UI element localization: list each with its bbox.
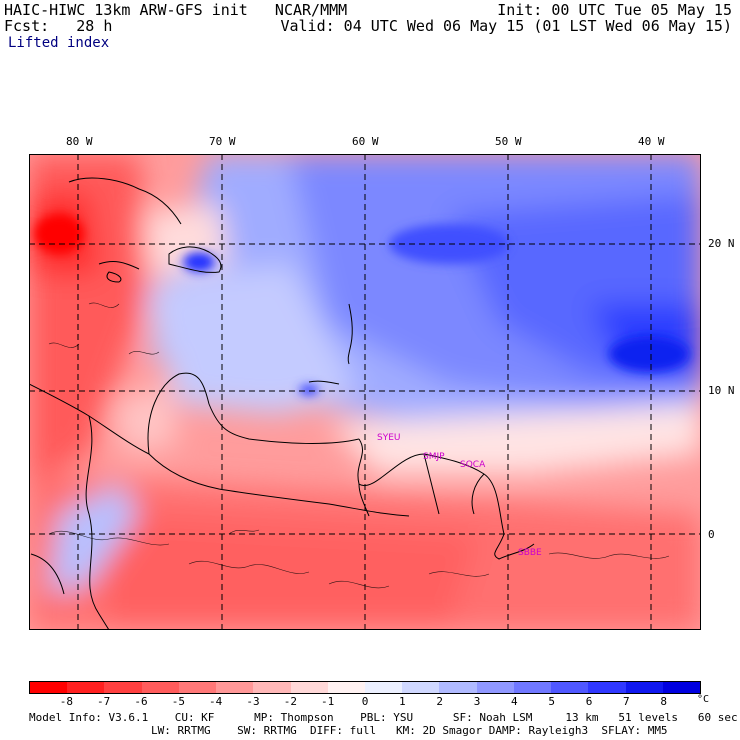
colorbar-segment bbox=[327, 682, 365, 693]
colorbar-tick-label: 6 bbox=[585, 695, 593, 708]
colorbar-tick-label: 8 bbox=[660, 695, 667, 708]
colorbar-segment bbox=[588, 682, 626, 693]
station-sbbe: SBBE bbox=[518, 548, 542, 558]
colorbar bbox=[29, 681, 701, 694]
colorbar-segment bbox=[551, 682, 589, 693]
colorbar-segment bbox=[67, 682, 105, 693]
colorbar-tick-label: 7 bbox=[623, 695, 630, 708]
lon-label-60w: 60 W bbox=[352, 135, 379, 148]
station-syeu: SYEU bbox=[377, 433, 401, 443]
forecast-hour: Fcst: 28 h bbox=[4, 17, 113, 35]
colorbar-tick-label: 2 bbox=[436, 695, 443, 708]
colorbar-segment bbox=[364, 682, 403, 693]
lifted-index-map bbox=[29, 154, 701, 630]
colorbar-tick-label: -7 bbox=[97, 695, 111, 708]
colorbar-tick-label: 5 bbox=[548, 695, 555, 708]
lat-label-20n: 20 N bbox=[708, 237, 735, 250]
colorbar-tick-label: -4 bbox=[209, 695, 223, 708]
colorbar-segment bbox=[439, 682, 477, 693]
station-soca: SOCA bbox=[460, 460, 486, 470]
lon-label-70w: 70 W bbox=[209, 135, 236, 148]
colorbar-segment bbox=[178, 682, 217, 693]
colorbar-segment bbox=[402, 682, 440, 693]
colorbar-tick-label: 1 bbox=[399, 695, 406, 708]
colorbar-tick-label: -6 bbox=[134, 695, 148, 708]
colorbar-segment bbox=[476, 682, 514, 693]
lat-label-0: 0 bbox=[708, 528, 715, 541]
colorbar-segment bbox=[662, 682, 700, 693]
colorbar-segment bbox=[625, 682, 663, 693]
valid-time: Valid: 04 UTC Wed 06 May 15 (01 LST Wed … bbox=[280, 17, 732, 35]
lat-label-10n: 10 N bbox=[708, 384, 735, 397]
station-smjp: SMJP bbox=[423, 452, 445, 462]
colorbar-segment bbox=[141, 682, 179, 693]
colorbar-tick-label: -2 bbox=[283, 695, 297, 708]
colorbar-tick-label: -8 bbox=[59, 695, 73, 708]
colorbar-segment bbox=[290, 682, 328, 693]
colorbar-segment bbox=[30, 682, 68, 693]
field-name: Lifted index bbox=[8, 35, 110, 51]
colorbar-tick-label: -3 bbox=[246, 695, 260, 708]
colorbar-unit: °C bbox=[697, 694, 710, 705]
plot-title: HAIC-HIWC 13km ARW-GFS init NCAR/MMM bbox=[4, 1, 348, 19]
colorbar-segment bbox=[104, 682, 142, 693]
model-info-line1: Model Info: V3.6.1 CU: KF MP: Thompson P… bbox=[29, 711, 738, 724]
colorbar-segment bbox=[216, 682, 254, 693]
colorbar-tick-label: -1 bbox=[321, 695, 335, 708]
lon-label-80w: 80 W bbox=[66, 135, 93, 148]
lon-label-40w: 40 W bbox=[638, 135, 665, 148]
colorbar-segment bbox=[513, 682, 552, 693]
colorbar-tick-label: 3 bbox=[473, 695, 481, 708]
lon-label-50w: 50 W bbox=[495, 135, 522, 148]
model-info-line2: LW: RRTMG SW: RRTMG DIFF: full KM: 2D Sm… bbox=[151, 724, 668, 737]
colorbar-tick-label: 4 bbox=[511, 695, 518, 708]
colorbar-tick-label: -5 bbox=[171, 695, 185, 708]
init-time: Init: 00 UTC Tue 05 May 15 bbox=[497, 1, 732, 19]
colorbar-segment bbox=[253, 682, 291, 693]
colorbar-tick-label: 0 bbox=[361, 695, 369, 708]
